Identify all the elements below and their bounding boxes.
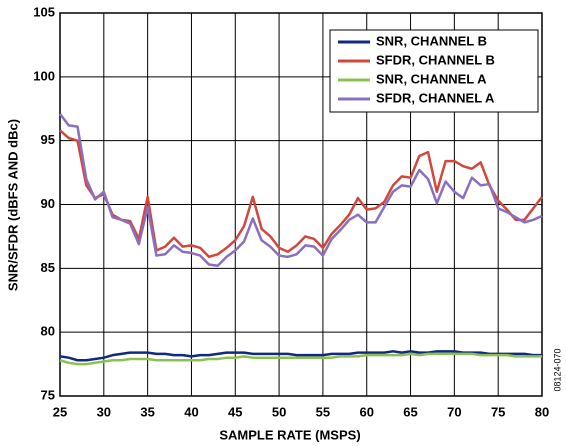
series-line: [59, 350, 542, 362]
y-tick-label: 75: [41, 387, 55, 402]
y-tick-label: 95: [41, 132, 55, 147]
x-tick-label: 65: [403, 404, 417, 419]
x-tick-label: 40: [184, 404, 198, 419]
legend-label: SFDR, CHANNEL A: [376, 90, 495, 105]
x-tick-label: 75: [491, 404, 505, 419]
series-line: [59, 129, 543, 259]
series-line: [59, 113, 543, 268]
x-tick-label: 50: [272, 404, 286, 419]
legend-label: SFDR, CHANNEL B: [376, 52, 495, 67]
x-tick-label: 60: [359, 404, 373, 419]
y-tick-label: 105: [33, 4, 55, 19]
figure-id: 08124-070: [552, 348, 562, 391]
y-tick-label: 80: [41, 324, 55, 339]
x-tick-label: 55: [316, 404, 330, 419]
legend-label: SNR, CHANNEL A: [376, 71, 487, 86]
plot-frame: [59, 12, 543, 397]
x-tick-label: 35: [140, 404, 154, 419]
x-tick-label: 45: [228, 404, 242, 419]
x-axis-label: SAMPLE RATE (MSPS): [219, 427, 360, 442]
y-tick-label: 85: [41, 260, 55, 275]
y-tick-label: 90: [41, 196, 55, 211]
y-axis-label: SNR/SFDR (dBFS AND dBc): [5, 119, 20, 291]
x-tick-label: 70: [447, 404, 461, 419]
y-tick-label: 100: [33, 68, 55, 83]
legend-label: SNR, CHANNEL B: [376, 33, 487, 48]
x-tick-label: 25: [53, 404, 67, 419]
x-tick-label: 30: [97, 404, 111, 419]
series-line: [59, 352, 542, 366]
x-tick-label: 80: [535, 404, 549, 419]
